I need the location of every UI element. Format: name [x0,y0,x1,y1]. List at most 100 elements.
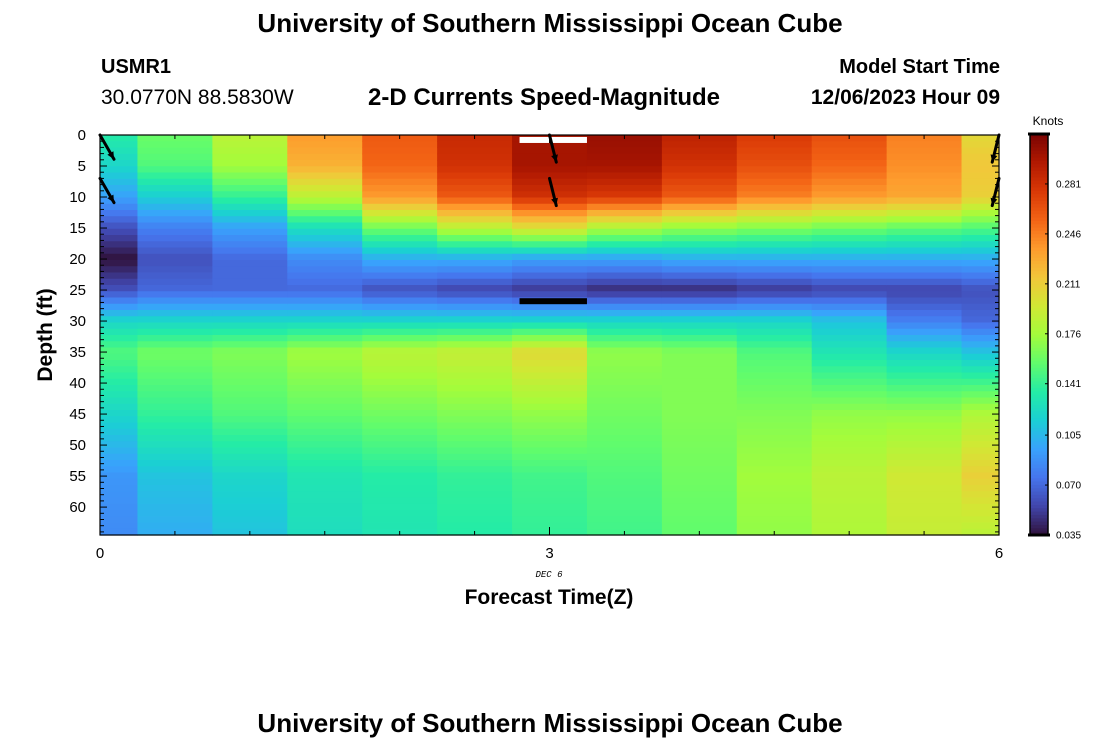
heatmap-cell [961,141,1000,149]
heatmap-cell [736,372,813,380]
heatmap-cell [811,453,888,461]
heatmap-cell [512,291,588,299]
heatmap-cell [137,485,213,492]
colorbar-segment [1030,274,1048,279]
heatmap-cell [961,191,1000,199]
heatmap-cell [287,278,363,286]
heatmap-cell [287,410,363,417]
heatmap-cell [137,422,213,430]
heatmap-cell [961,197,1000,205]
heatmap-cell [586,266,663,274]
heatmap-cell [287,253,363,261]
heatmap-cell [736,266,813,274]
heatmap-cell [586,410,663,417]
heatmap-cell [961,428,1000,436]
colorbar-segment [1030,464,1048,469]
heatmap-cell [661,522,738,530]
colorbar-segment [1030,250,1048,255]
heatmap-cell [886,347,963,355]
colorbar-segment [1030,491,1048,496]
heatmap-cell [961,266,1000,274]
heatmap-cell [100,416,139,424]
heatmap-cell [100,522,139,530]
heatmap-cell [362,316,438,324]
heatmap-cell [137,341,213,349]
heatmap-cell [811,241,888,249]
heatmap-cell [437,453,513,461]
heatmap-cell [512,497,588,505]
heatmap-cell [437,235,513,242]
colorbar-segment [1030,147,1048,152]
heatmap-cell [886,210,963,217]
heatmap-cell [212,460,288,467]
heatmap-cell [212,153,288,161]
heatmap-cell [661,353,738,361]
heatmap-cell [362,435,438,442]
heatmap-cell [287,353,363,361]
heatmap-cell [137,428,213,436]
heatmap-cell [886,247,963,255]
heatmap-cell [100,247,139,255]
heatmap-cell [736,410,813,417]
colorbar-tick-label: 0.176 [1056,329,1081,340]
heatmap-cell [886,303,963,311]
heatmap-cell [586,391,663,399]
heatmap-cell [437,372,513,380]
heatmap-cell [437,347,513,355]
heatmap-cell [811,185,888,192]
heatmap-cell [100,403,139,411]
heatmap-cell [437,260,513,267]
heatmap-cell [886,385,963,392]
heatmap-cell [137,378,213,386]
station-coordinates: 30.0770N 88.5830W [101,86,294,109]
heatmap-cell [137,335,213,342]
heatmap-cell [137,278,213,286]
heatmap-cell [661,303,738,311]
heatmap-cell [137,166,213,174]
heatmap-cell [661,460,738,467]
heatmap-cell [212,185,288,192]
heatmap-cell [287,360,363,367]
colorbar-segment [1030,311,1048,316]
heatmap-cell [362,447,438,455]
heatmap-cell [661,285,738,292]
heatmap-cell [811,266,888,274]
heatmap-cell [287,247,363,255]
heatmap-cell [811,210,888,217]
heatmap-cell [437,178,513,186]
heatmap-cell [137,285,213,292]
heatmap-cell [287,191,363,199]
station-id: USMR1 [101,56,172,78]
heatmap-cell [961,285,1000,292]
heatmap-cell [212,222,288,230]
colorbar-segment [1030,441,1048,446]
heatmap-cell [512,503,588,511]
colorbar-segment [1030,287,1048,292]
colorbar-segment [1030,334,1048,339]
heatmap-cell [961,403,1000,411]
heatmap-cell [212,403,288,411]
heatmap-cell [137,510,213,517]
heatmap-cell [362,516,438,524]
heatmap-cell [811,310,888,317]
heatmap-cell [512,247,588,255]
colorbar-segment [1030,324,1048,329]
heatmap-cell [100,153,139,161]
heatmap-cell [287,297,363,305]
heatmap-cell [212,147,288,155]
heatmap-cell [661,316,738,324]
heatmap-cell [287,316,363,324]
heatmap-cell [100,203,139,211]
heatmap-cell [961,310,1000,317]
heatmap-cell [100,241,139,249]
heatmap-cell [736,160,813,167]
heatmap-cell [661,391,738,399]
colorbar-segment [1030,524,1048,529]
chart-subtitle: 2-D Currents Speed-Magnitude [368,84,721,111]
y-axis: 0 5 10 15 20 25 30 35 40 45 50 55 60 [69,127,999,533]
heatmap-cell [287,228,363,236]
heatmap-cell [961,222,1000,230]
heatmap-cell [586,478,663,486]
heatmap-cell [586,316,663,324]
heatmap-cell [437,278,513,286]
